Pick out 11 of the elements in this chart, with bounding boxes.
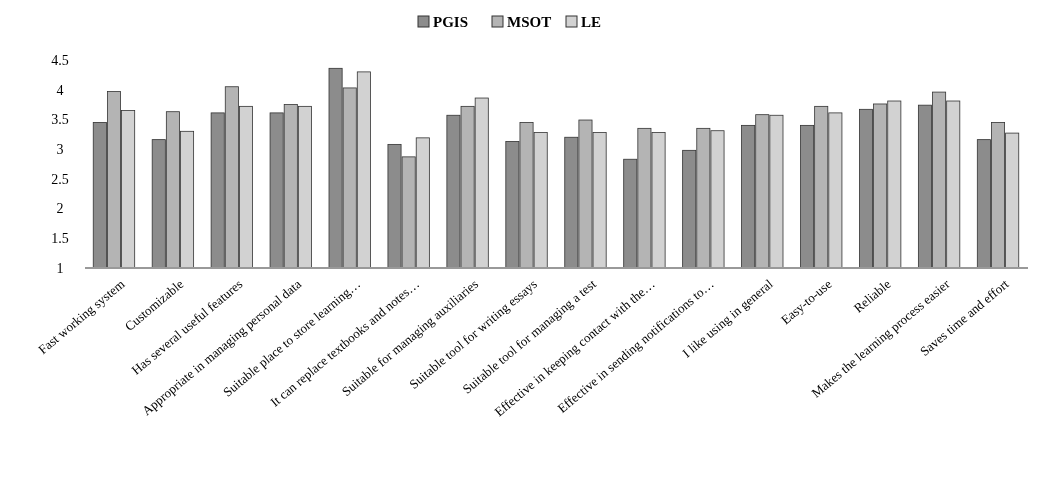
y-tick-label: 4.5 (51, 52, 69, 68)
y-tick-label: 1 (56, 260, 64, 276)
y-tick-label: 1.5 (51, 231, 69, 247)
legend-label: MSOT (507, 14, 552, 31)
y-tick-label: 3.5 (51, 112, 69, 128)
y-tick-label: 2.5 (51, 171, 69, 187)
y-tick-label: 4 (56, 82, 64, 98)
y-tick-label: 2 (56, 201, 64, 217)
legend-label: LE (581, 14, 602, 31)
legend-label: PGIS (433, 14, 469, 31)
y-tick-label: 3 (56, 142, 64, 158)
